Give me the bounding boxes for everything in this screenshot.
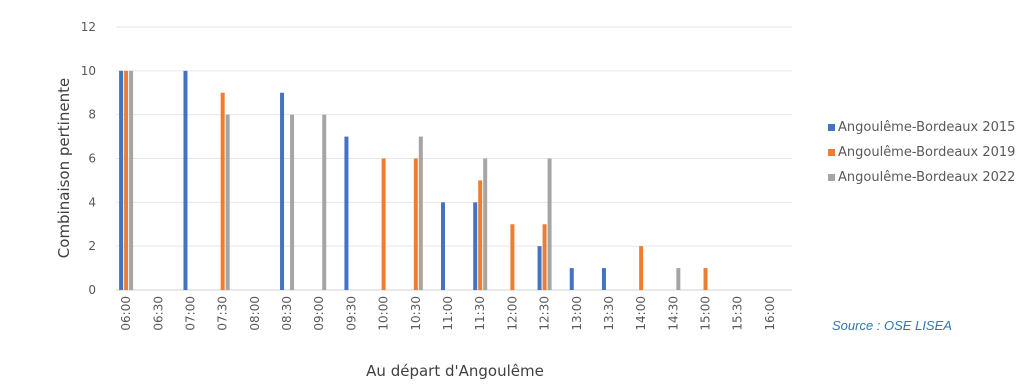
legend-item-2019: Angoulême-Bordeaux 2019 xyxy=(828,143,1015,162)
x-tick-label: 11:30 xyxy=(473,296,487,331)
x-tick-label: 08:30 xyxy=(280,296,294,331)
y-tick-labels: 0 2 4 6 8 10 12 xyxy=(81,20,96,297)
source-note: Source : OSE LISEA xyxy=(832,318,952,333)
y-tick-label: 6 xyxy=(88,152,96,166)
x-tick-label: 09:00 xyxy=(312,296,326,331)
x-tick-label: 07:30 xyxy=(216,296,230,331)
x-tick-label: 16:00 xyxy=(763,296,777,331)
x-tick-label: 09:30 xyxy=(344,296,358,331)
bar-series-1-1100 xyxy=(441,202,445,290)
bar-series-2-1200 xyxy=(510,224,515,290)
gridlines xyxy=(116,26,792,291)
bar-series-1-1230 xyxy=(537,246,542,290)
x-tick-label: 14:00 xyxy=(634,296,648,331)
x-tick-label: 11:00 xyxy=(441,296,455,331)
bar-series-1-1300 xyxy=(569,268,574,290)
bar-series-2-0730 xyxy=(220,92,225,290)
y-tick-label: 12 xyxy=(81,20,96,34)
legend-label-2015: Angoulême-Bordeaux 2015 xyxy=(838,120,1016,135)
x-tick-label: 14:30 xyxy=(666,296,680,331)
x-axis-title: Au départ d'Angoulême xyxy=(366,362,544,380)
bar-series-3-0600 xyxy=(129,70,134,290)
bar-series-2-1500 xyxy=(703,268,708,290)
bar-series-3-1030 xyxy=(418,136,423,290)
legend-swatch-2022 xyxy=(828,174,835,181)
x-tick-label: 15:00 xyxy=(699,296,713,331)
x-tick-label: 13:30 xyxy=(602,296,616,331)
bar-series-1-0600 xyxy=(119,70,124,290)
legend-item-2015: Angoulême-Bordeaux 2015 xyxy=(828,118,1015,137)
y-tick-label: 10 xyxy=(81,64,96,78)
y-tick-label: 4 xyxy=(88,195,96,209)
bar-series-3-1430 xyxy=(676,268,681,290)
x-tick-labels: 06:00 06:30 07:00 07:30 08:00 08:30 09:00 09:30… xyxy=(119,296,777,331)
bar-series-2-1400 xyxy=(639,246,644,290)
x-tick-label: 10:00 xyxy=(377,296,391,331)
x-tick-label: 06:00 xyxy=(119,296,133,331)
bar-series-1-0830 xyxy=(280,92,285,290)
x-tick-label: 15:30 xyxy=(731,296,745,331)
x-tick-label: 12:30 xyxy=(538,296,552,331)
x-tick-label: 07:00 xyxy=(183,296,197,331)
y-axis-title: Combinaison pertinente xyxy=(55,78,73,258)
x-tick-label: 06:30 xyxy=(151,296,165,331)
y-tick-label: 0 xyxy=(88,283,96,297)
legend-swatch-2019 xyxy=(828,149,835,156)
legend-swatch-2015 xyxy=(828,124,835,131)
x-tick-label: 10:30 xyxy=(409,296,423,331)
y-tick-label: 2 xyxy=(88,239,96,253)
bar-series-3-1230 xyxy=(547,158,552,290)
legend-label-2022: Angoulême-Bordeaux 2022 xyxy=(838,170,1016,185)
bar-series-2-1030 xyxy=(413,158,418,290)
bar-series-1-1330 xyxy=(601,268,606,290)
x-tick-label: 08:00 xyxy=(248,296,262,331)
legend: Angoulême-Bordeaux 2015 Angoulême-Bordea… xyxy=(828,118,1015,193)
x-tick-label: 12:00 xyxy=(505,296,519,331)
bars xyxy=(119,70,708,291)
bar-series-1-1130 xyxy=(473,202,478,290)
y-tick-label: 8 xyxy=(88,108,96,122)
legend-label-2019: Angoulême-Bordeaux 2019 xyxy=(838,145,1016,160)
bar-series-2-1130 xyxy=(478,180,483,290)
bar-series-3-1130 xyxy=(483,158,488,290)
bar-series-1-0930 xyxy=(344,136,349,290)
bar-series-3-0830 xyxy=(290,114,295,291)
bar-series-3-0730 xyxy=(225,114,230,291)
bar-series-3-0900 xyxy=(322,114,327,291)
bar-series-2-1000 xyxy=(381,158,386,290)
x-tick-label: 13:00 xyxy=(570,296,584,331)
bar-series-2-0600 xyxy=(124,70,129,290)
bar-series-1-0700 xyxy=(183,70,188,290)
bar-series-2-1230 xyxy=(542,224,547,290)
legend-item-2022: Angoulême-Bordeaux 2022 xyxy=(828,168,1015,187)
